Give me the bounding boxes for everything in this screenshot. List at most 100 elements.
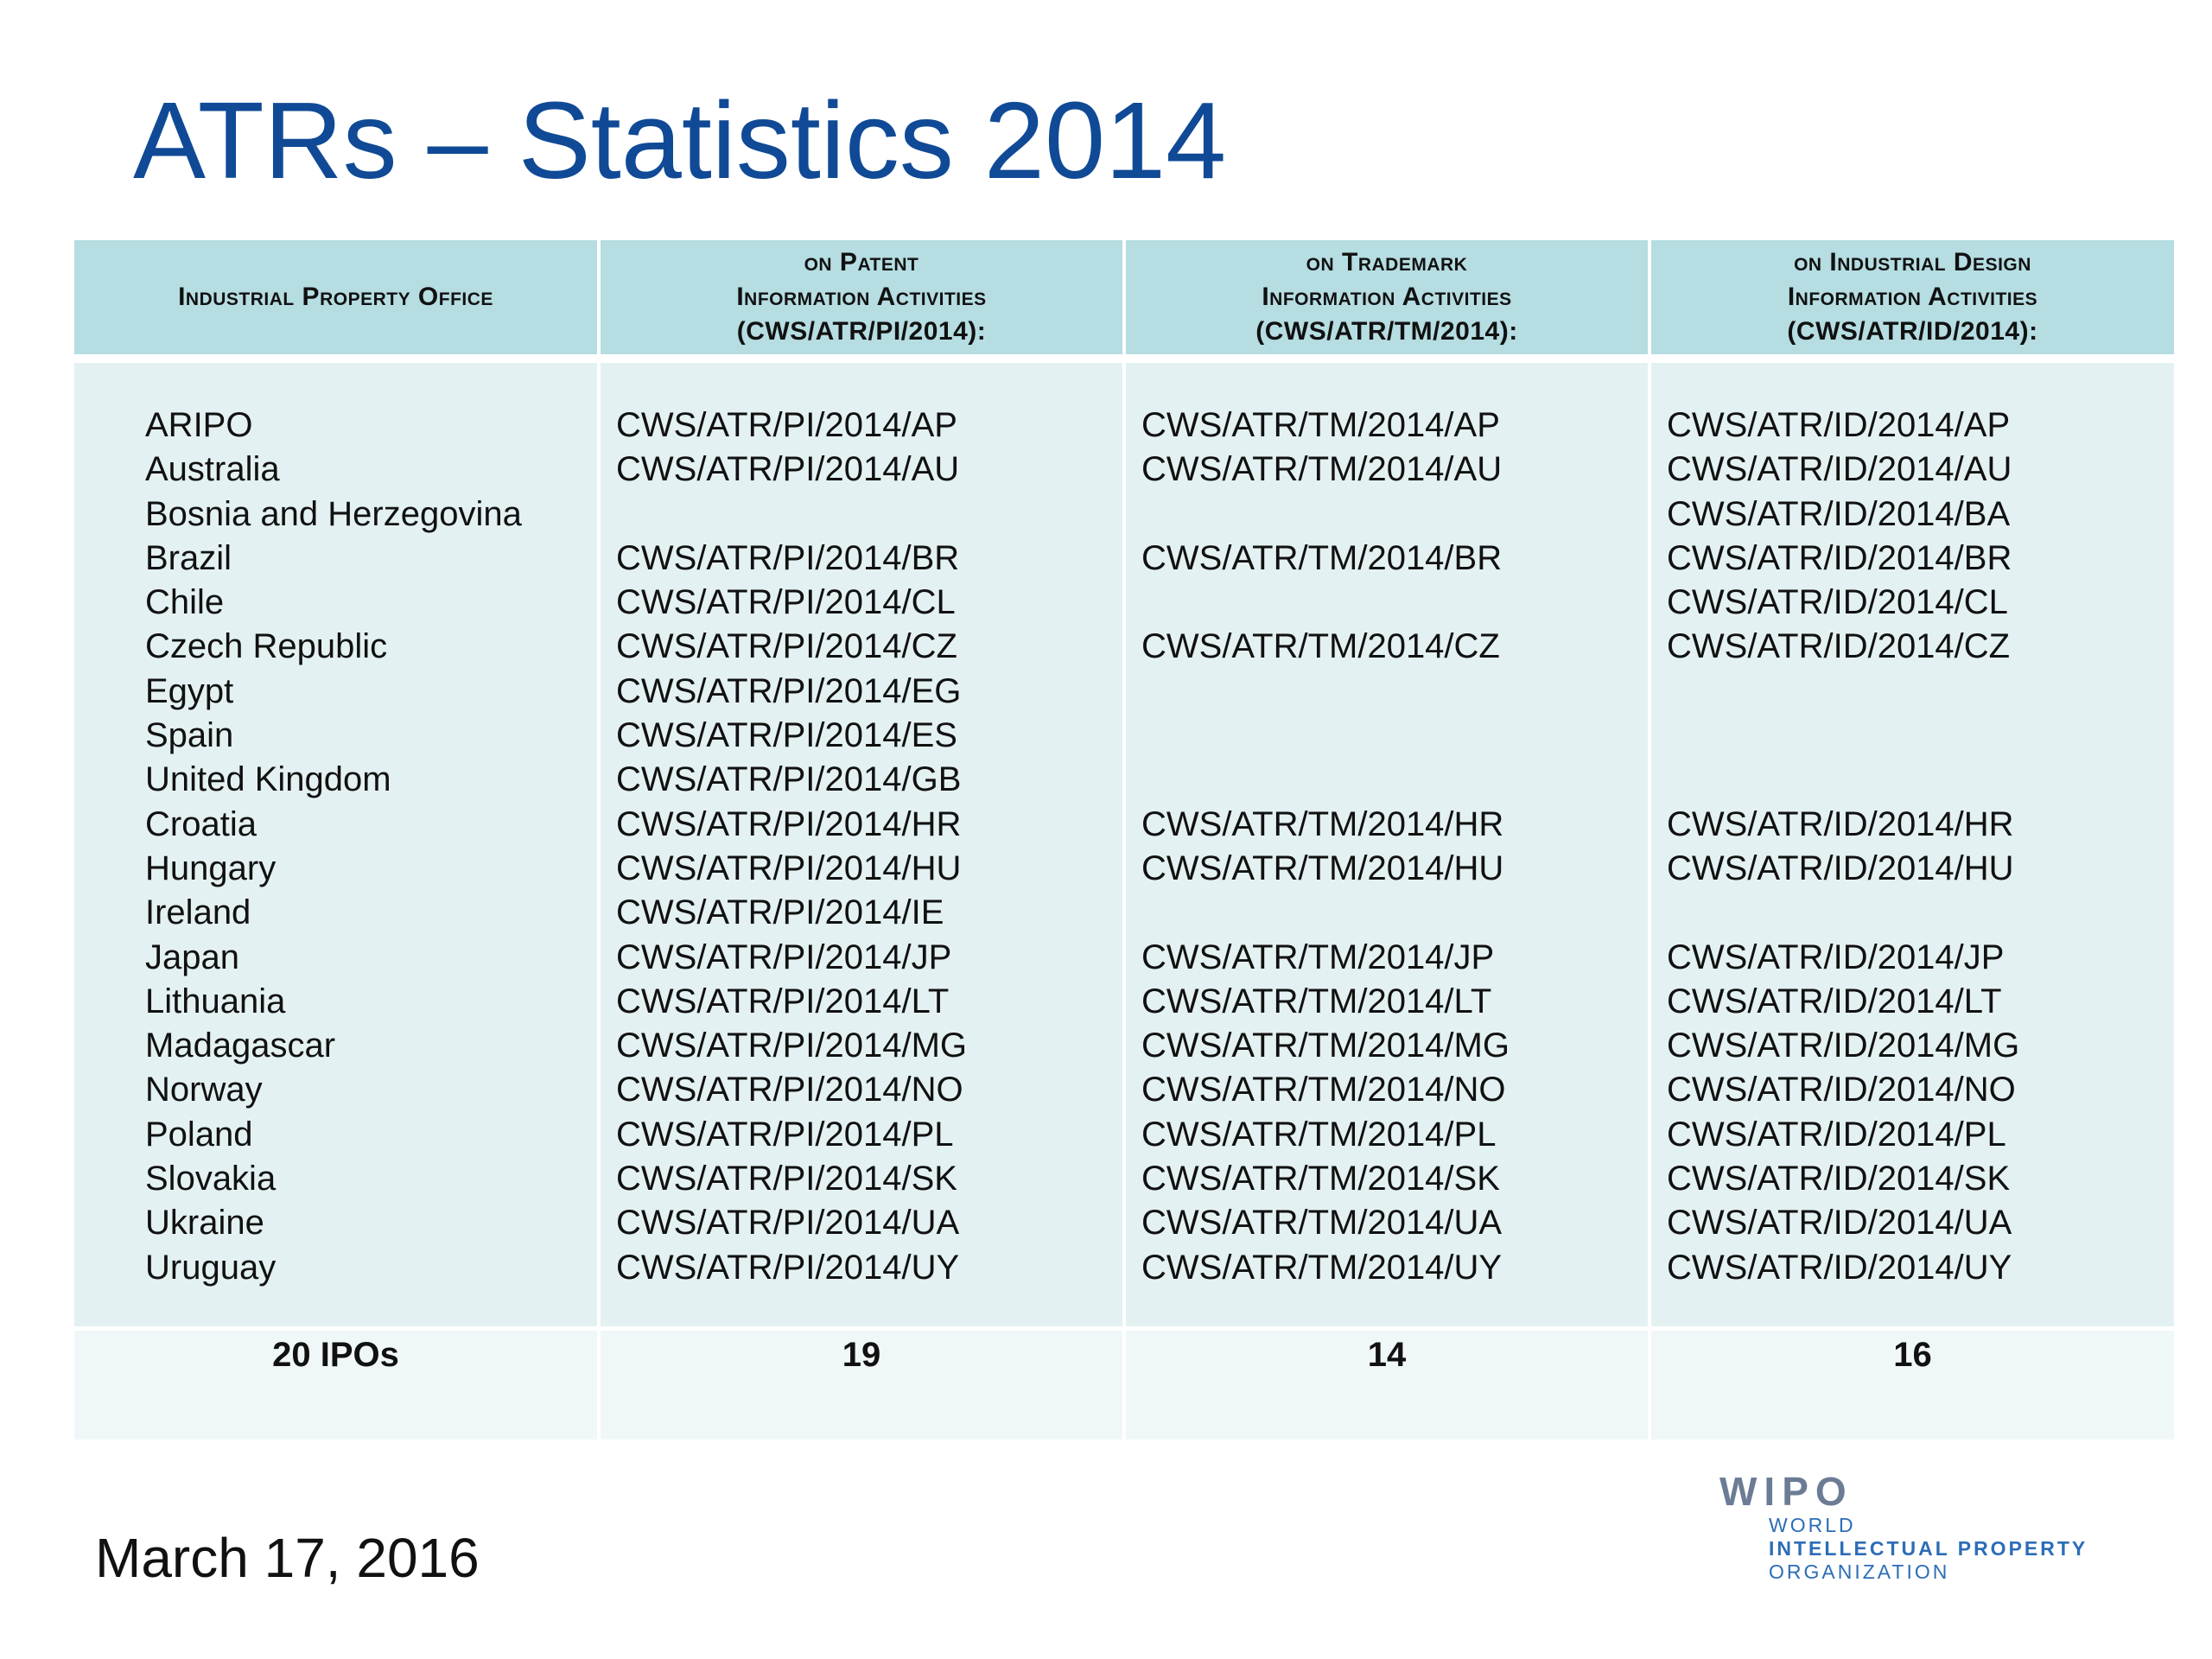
column-footer-office xyxy=(74,1331,597,1440)
column-header-trademark-line-1: on Trademark xyxy=(1306,248,1468,276)
table-cell-id: CWS/ATR/ID/2014/JP xyxy=(1667,938,2005,976)
table-cell-pi: CWS/ATR/PI/2014/EG xyxy=(616,671,962,710)
total-patent: 19 xyxy=(842,1336,881,1374)
table-cell-tm xyxy=(1141,714,1510,758)
table-cell-tm: CWS/ATR/TM/2014/AP xyxy=(1141,406,1500,444)
table-cell-id: CWS/ATR/ID/2014/MG xyxy=(1667,1027,2020,1065)
column-header-design-line-1: on Industrial Design xyxy=(1794,248,2031,276)
wipo-logo-word: WIPO xyxy=(1719,1469,1853,1514)
table-cell-id: CWS/ATR/ID/2014/UY xyxy=(1667,1248,2012,1287)
total-industrial-design: 16 xyxy=(1893,1336,1932,1374)
table-cell-tm: CWS/ATR/TM/2014/CZ xyxy=(1141,627,1500,666)
table-cell-pi: CWS/ATR/PI/2014/PL xyxy=(616,1115,954,1154)
table-cell-id: CWS/ATR/ID/2014/LT xyxy=(1667,982,2002,1020)
table-cell-pi: CWS/ATR/PI/2014/LT xyxy=(616,982,950,1020)
column-header-patent: on Patent Information Activities (CWS/AT… xyxy=(601,240,1122,354)
table-cell-pi: CWS/ATR/PI/2014/AP xyxy=(616,406,957,444)
table-cell-id: CWS/ATR/ID/2014/CL xyxy=(1667,583,2008,622)
column-header-patent-line-3: (CWS/ATR/PI/2014): xyxy=(736,317,987,346)
table-cell-office: Uruguay xyxy=(145,1248,276,1287)
table-cell-id: CWS/ATR/ID/2014/CZ xyxy=(1667,627,2011,666)
table-cell-office: Chile xyxy=(145,583,225,622)
table-cell-pi: CWS/ATR/PI/2014/AU xyxy=(616,450,960,489)
table-cell-pi: CWS/ATR/PI/2014/CL xyxy=(616,583,956,622)
total-offices: 20 IPOs xyxy=(272,1336,399,1374)
patent-list: CWS/ATR/PI/2014/AP CWS/ATR/PI/2014/AU CWS/… xyxy=(616,404,967,1290)
table-cell-pi: CWS/ATR/PI/2014/BR xyxy=(616,538,960,577)
table-cell-tm xyxy=(1141,493,1510,537)
column-header-patent-line-2: Information Activities xyxy=(736,283,987,311)
table-cell-tm: CWS/ATR/TM/2014/BR xyxy=(1141,538,1503,577)
table-cell-office: Lithuania xyxy=(145,982,286,1020)
table-cell-tm: CWS/ATR/TM/2014/UA xyxy=(1141,1204,1503,1243)
table-cell-tm: CWS/ATR/TM/2014/NO xyxy=(1141,1071,1506,1109)
table-cell-id xyxy=(1667,714,2019,758)
column-header-office: Industrial Property Office xyxy=(74,240,597,354)
column-header-industrial-design: on Industrial Design Information Activit… xyxy=(1651,240,2174,354)
table-cell-tm: CWS/ATR/TM/2014/SK xyxy=(1141,1160,1500,1198)
table-cell-office: Japan xyxy=(145,938,239,976)
column-header-trademark-line-2: Information Activities xyxy=(1262,283,1512,311)
office-list: ARIPO Australia Bosnia and Herzegovina Braz… xyxy=(145,404,522,1290)
total-trademark: 14 xyxy=(1367,1336,1407,1374)
table-cell-pi: CWS/ATR/PI/2014/JP xyxy=(616,938,952,976)
slide-title: ATRs – Statistics 2014 xyxy=(133,79,1227,201)
table-cell-pi: CWS/ATR/PI/2014/GB xyxy=(616,760,962,799)
table-cell-id: CWS/ATR/ID/2014/AU xyxy=(1667,450,2012,489)
table-cell-office: Slovakia xyxy=(145,1160,276,1198)
table-cell-pi: CWS/ATR/PI/2014/UA xyxy=(616,1204,960,1243)
column-body-industrial-design xyxy=(1651,363,2174,1326)
table-cell-pi: CWS/ATR/PI/2014/SK xyxy=(616,1160,957,1198)
table-cell-id xyxy=(1667,891,2019,935)
table-cell-tm xyxy=(1141,758,1510,802)
table-cell-id: CWS/ATR/ID/2014/PL xyxy=(1667,1115,2006,1154)
table-cell-id: CWS/ATR/ID/2014/SK xyxy=(1667,1160,2011,1198)
wipo-logo-line-2: INTELLECTUAL PROPERTY xyxy=(1769,1537,2088,1560)
table-cell-office: Poland xyxy=(145,1115,253,1154)
table-cell-tm: CWS/ATR/TM/2014/HU xyxy=(1141,849,1504,887)
atr-statistics-table: Industrial Property Office ARIPO Australi… xyxy=(74,240,2174,1440)
column-header-trademark-line-3: (CWS/ATR/TM/2014): xyxy=(1255,317,1518,346)
table-cell-pi: CWS/ATR/PI/2014/CZ xyxy=(616,627,957,666)
column-header-design-line-3: (CWS/ATR/ID/2014): xyxy=(1787,317,2038,346)
table-cell-office: Czech Republic xyxy=(145,627,388,666)
table-cell-id: CWS/ATR/ID/2014/NO xyxy=(1667,1071,2016,1109)
column-header-patent-line-1: on Patent xyxy=(804,248,919,276)
table-cell-id: CWS/ATR/ID/2014/HR xyxy=(1667,804,2014,843)
table-cell-pi: CWS/ATR/PI/2014/NO xyxy=(616,1071,963,1109)
table-cell-office: Ireland xyxy=(145,893,251,932)
table-cell-office: ARIPO xyxy=(145,406,253,444)
table-cell-office: Australia xyxy=(145,450,280,489)
table-cell-id: CWS/ATR/ID/2014/BA xyxy=(1667,494,2011,533)
column-body-patent xyxy=(601,363,1122,1326)
table-cell-tm: CWS/ATR/TM/2014/LT xyxy=(1141,982,1492,1020)
table-cell-office: Hungary xyxy=(145,849,276,887)
table-cell-tm: CWS/ATR/TM/2014/HR xyxy=(1141,804,1504,843)
column-footer-patent xyxy=(601,1331,1122,1440)
table-cell-office: Madagascar xyxy=(145,1027,336,1065)
table-cell-tm: CWS/ATR/TM/2014/UY xyxy=(1141,1248,1503,1287)
table-cell-tm xyxy=(1141,670,1510,714)
table-cell-office: United Kingdom xyxy=(145,760,391,799)
table-cell-id: CWS/ATR/ID/2014/HU xyxy=(1667,849,2014,887)
table-cell-office: Spain xyxy=(145,716,234,755)
table-cell-pi: CWS/ATR/PI/2014/HR xyxy=(616,804,962,843)
table-cell-tm xyxy=(1141,891,1510,935)
table-cell-pi: CWS/ATR/PI/2014/IE xyxy=(616,893,944,932)
table-cell-tm: CWS/ATR/TM/2014/PL xyxy=(1141,1115,1497,1154)
table-cell-id xyxy=(1667,758,2019,802)
slide-date: March 17, 2016 xyxy=(95,1527,480,1589)
column-body-office xyxy=(74,363,597,1326)
table-cell-office: Norway xyxy=(145,1071,263,1109)
table-cell-office: Egypt xyxy=(145,671,234,710)
table-cell-id: CWS/ATR/ID/2014/BR xyxy=(1667,538,2012,577)
table-cell-pi: CWS/ATR/PI/2014/UY xyxy=(616,1248,960,1287)
table-cell-office: Ukraine xyxy=(145,1204,264,1243)
table-cell-pi xyxy=(616,493,967,537)
column-header-trademark: on Trademark Information Activities (CWS… xyxy=(1126,240,1648,354)
table-cell-office: Bosnia and Herzegovina xyxy=(145,494,522,533)
table-cell-office: Croatia xyxy=(145,804,257,843)
table-cell-tm: CWS/ATR/TM/2014/MG xyxy=(1141,1027,1510,1065)
table-cell-pi: CWS/ATR/PI/2014/MG xyxy=(616,1027,968,1065)
table-cell-id: CWS/ATR/ID/2014/AP xyxy=(1667,406,2011,444)
